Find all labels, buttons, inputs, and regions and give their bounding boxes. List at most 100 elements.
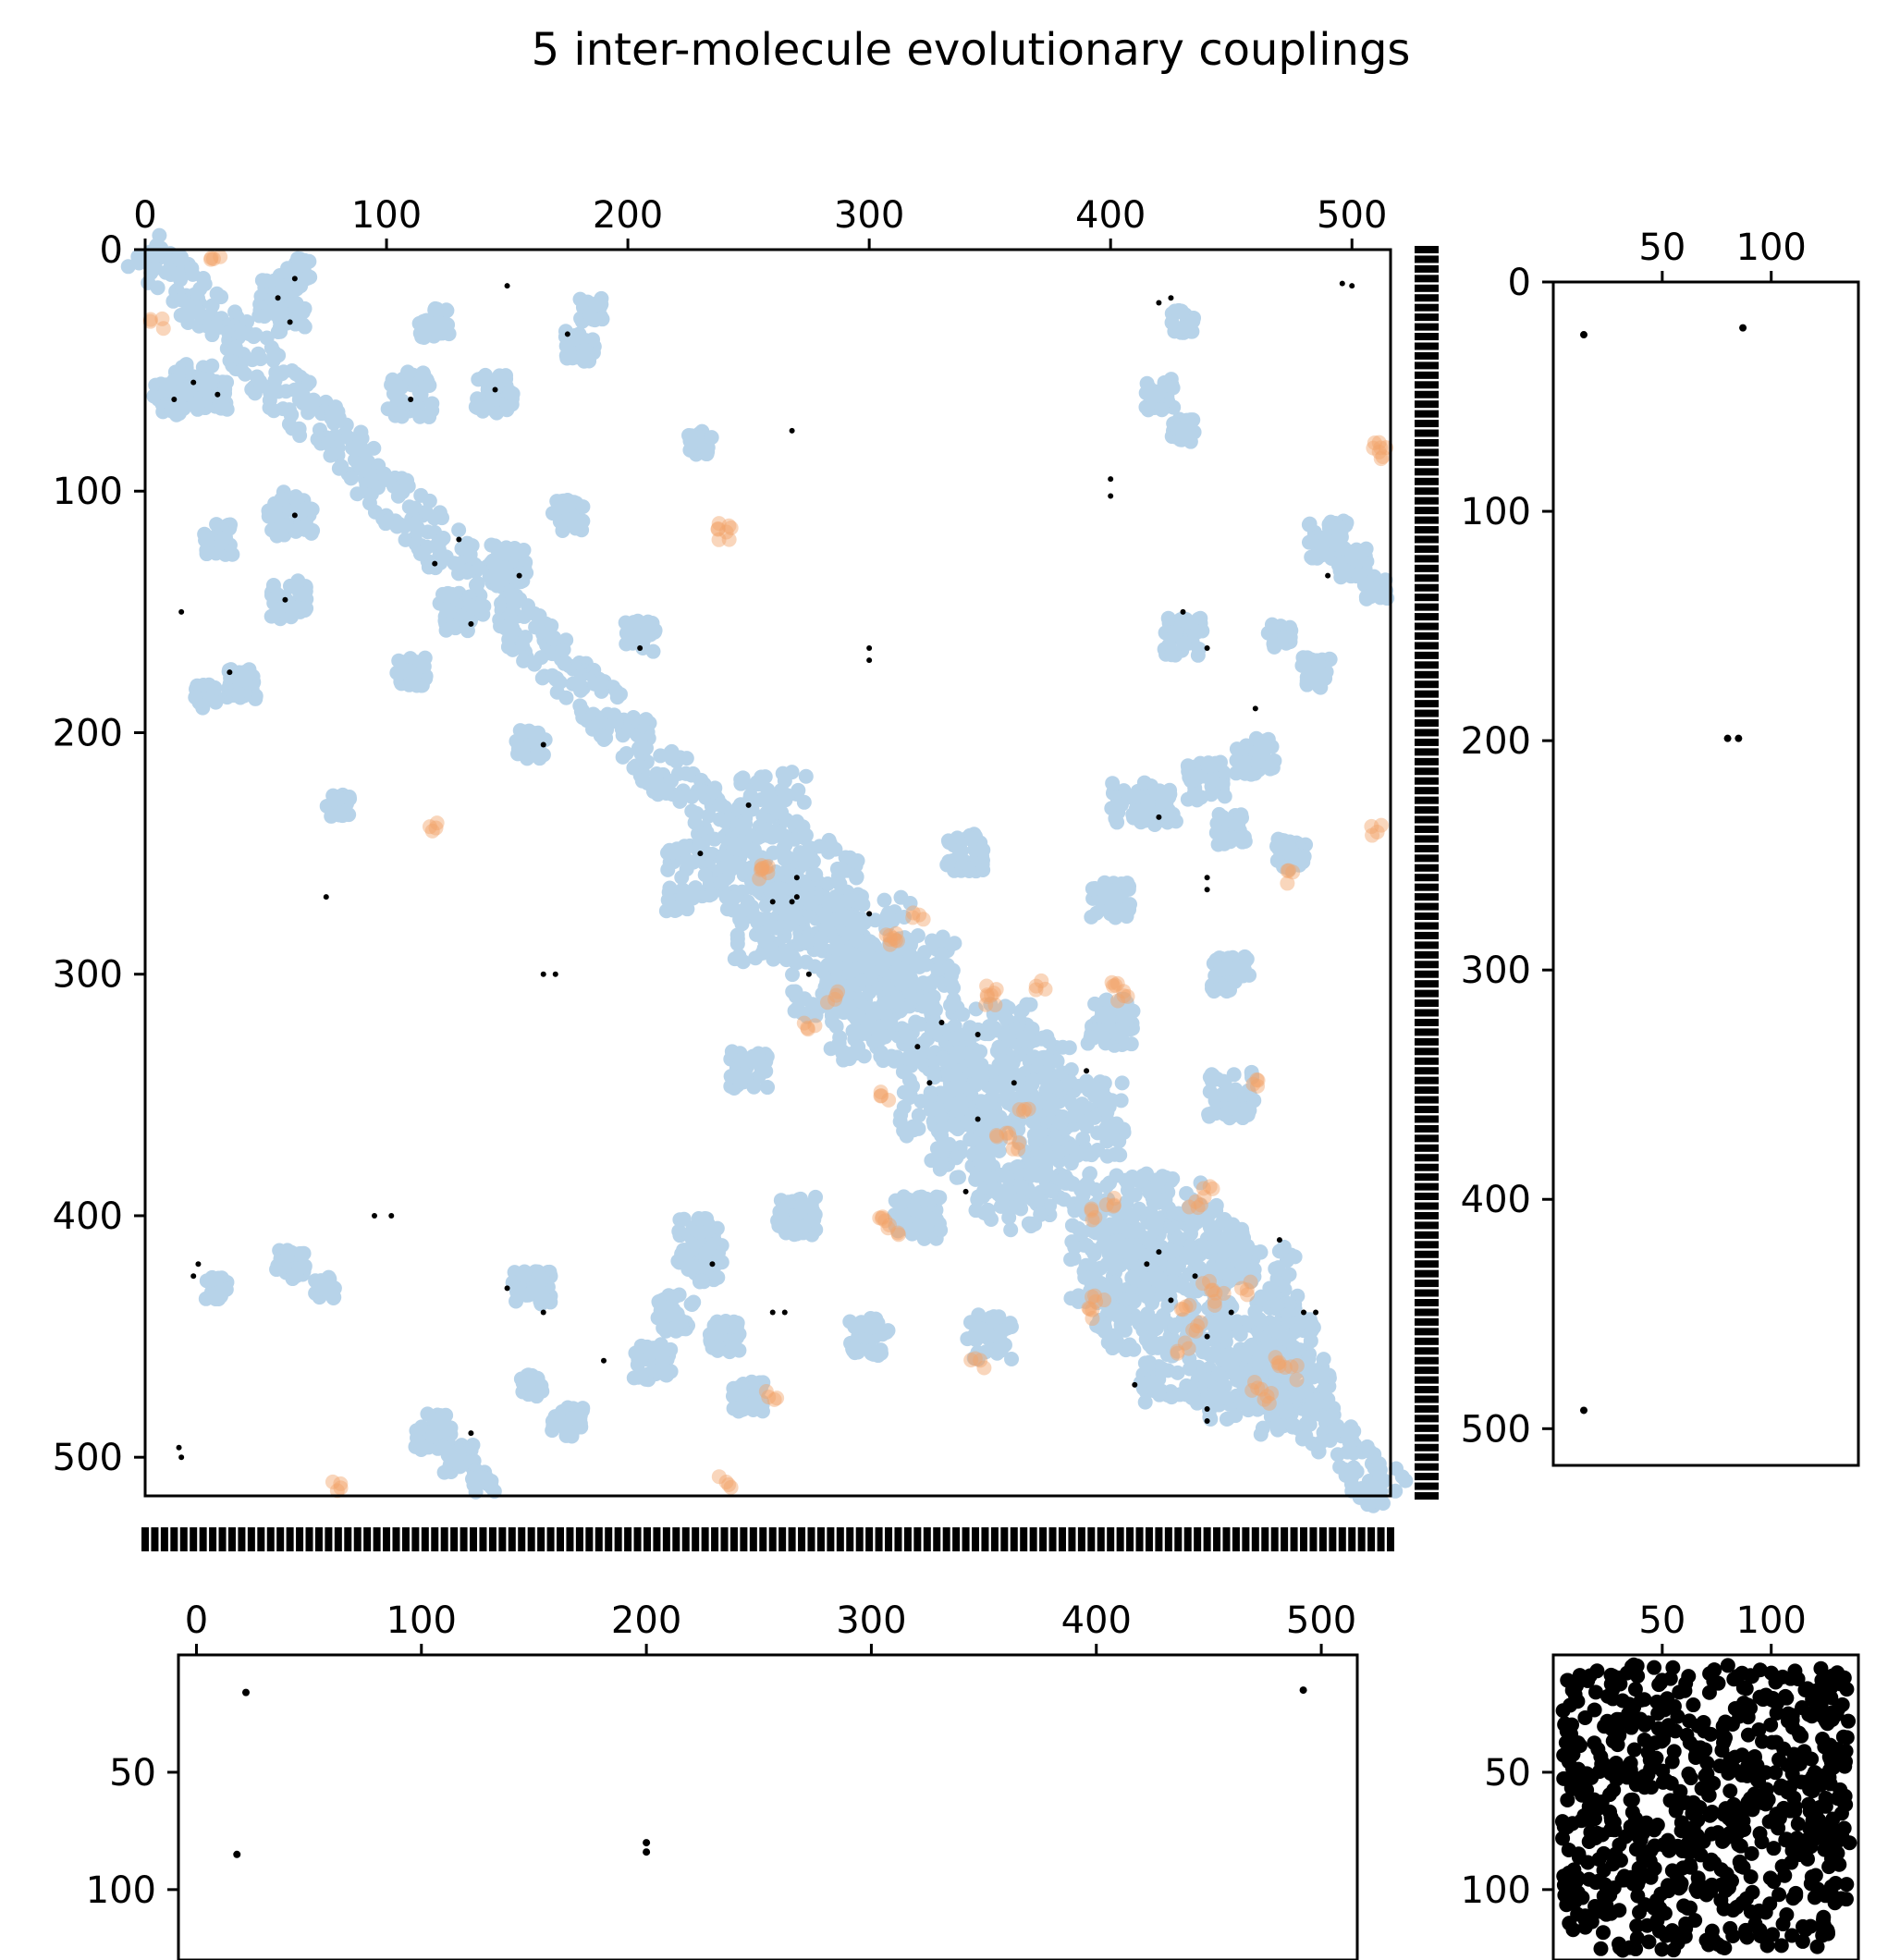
contact-point [269, 510, 285, 526]
contact-point [1042, 1102, 1058, 1118]
contact-point [1210, 1366, 1226, 1382]
contact-point [895, 1207, 911, 1223]
contact-point [1271, 1243, 1287, 1259]
contact-point [866, 1034, 882, 1049]
contact-point [892, 1114, 908, 1130]
contact-point [909, 957, 925, 973]
contact-point [1233, 807, 1249, 823]
contact-point [771, 1218, 787, 1233]
contact-point [252, 351, 268, 367]
contact-point [354, 431, 370, 447]
contact-point [594, 683, 609, 699]
contact-point [1137, 1280, 1153, 1295]
contact-point [598, 730, 614, 746]
contact-point [945, 962, 961, 978]
contact-point [658, 1323, 674, 1339]
contact-point [1173, 303, 1189, 319]
contact-point [1123, 1036, 1139, 1052]
contact-point [1171, 1231, 1186, 1246]
contact-point [637, 741, 653, 757]
contact-point [1002, 1318, 1018, 1334]
contact-point [582, 353, 597, 369]
contact-point [246, 329, 262, 345]
contact-point [1033, 1207, 1048, 1222]
main-contacts [120, 227, 1414, 1513]
contact-point [976, 1205, 992, 1220]
contact-point [1174, 432, 1190, 447]
contact-point [808, 1189, 824, 1205]
contact-point [729, 1387, 745, 1403]
contact-point [615, 749, 631, 765]
contact-point [146, 388, 162, 404]
contact-point [756, 926, 772, 942]
contact-point [200, 531, 215, 546]
contact-point [208, 694, 224, 710]
contact-point [1232, 1346, 1247, 1362]
contact-point [660, 892, 676, 908]
contact-point [915, 975, 931, 991]
contact-point [651, 1294, 667, 1310]
contact-point [685, 854, 701, 870]
contact-point [437, 1408, 453, 1424]
contact-point [509, 733, 524, 749]
contact-point [885, 913, 901, 928]
contact-point [1055, 1039, 1071, 1055]
contact-point [779, 788, 795, 803]
contact-point [1145, 1375, 1160, 1390]
contact-point [1269, 1422, 1285, 1438]
contact-point [295, 317, 311, 333]
contact-point [422, 377, 437, 393]
contact-point [1053, 1115, 1069, 1131]
contact-point [264, 522, 280, 538]
contact-point [1164, 647, 1180, 663]
contact-point [575, 499, 591, 515]
contact-point [669, 841, 685, 857]
contact-point [691, 1211, 706, 1227]
contact-point [842, 850, 858, 865]
contact-point [1035, 1031, 1050, 1047]
contact-point [785, 949, 801, 964]
contact-point [437, 1439, 453, 1455]
contact-point [150, 280, 165, 296]
contact-point [572, 291, 588, 307]
contact-point [845, 976, 861, 992]
contact-point [1322, 1433, 1338, 1449]
contact-point [762, 798, 778, 814]
contact-point [859, 1318, 875, 1334]
contact-point [1136, 775, 1152, 790]
contact-point [297, 602, 313, 618]
contact-point [273, 306, 288, 322]
contact-point [679, 751, 694, 766]
contact-point [645, 643, 661, 659]
contact-point [1287, 1249, 1303, 1265]
contact-point [1215, 809, 1231, 825]
contact-point [1085, 1030, 1101, 1046]
contact-point [1237, 834, 1253, 850]
contact-point [684, 789, 700, 804]
contact-point [1109, 1025, 1124, 1041]
contact-point [798, 768, 814, 784]
contact-point [199, 546, 215, 562]
contact-point [370, 480, 386, 496]
contact-point [987, 1020, 1002, 1035]
contact-point [573, 682, 589, 698]
contact-point [1122, 1255, 1138, 1270]
contact-point [686, 1294, 702, 1310]
contact-point [1137, 1355, 1153, 1371]
contact-point [1204, 1390, 1220, 1405]
contact-point [492, 368, 508, 384]
contact-point [991, 1039, 1007, 1055]
contact-point [424, 396, 440, 411]
contact-point [992, 1332, 1008, 1348]
contact-point [1250, 743, 1266, 759]
contact-point [292, 428, 308, 444]
contact-point [1235, 1110, 1251, 1126]
contact-point [1120, 876, 1135, 891]
contact-point [366, 440, 382, 456]
contact-point [778, 837, 793, 852]
contact-point [1038, 1065, 1054, 1081]
contact-point [301, 374, 317, 390]
contact-point [288, 300, 304, 315]
contact-point [286, 1268, 301, 1283]
